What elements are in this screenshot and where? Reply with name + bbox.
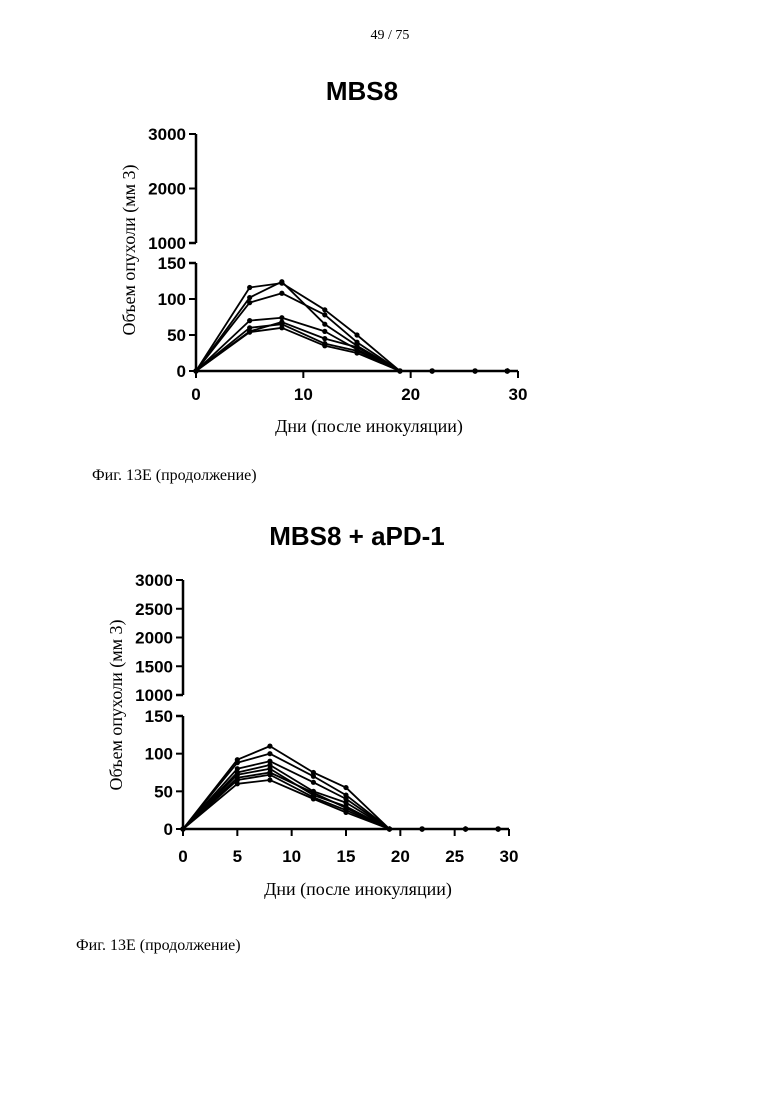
chart-0-y-tick-label: 100 bbox=[158, 290, 186, 309]
chart-1-data-point bbox=[387, 826, 392, 831]
chart-1-data-point bbox=[311, 780, 316, 785]
chart-1-x-tick-label: 10 bbox=[282, 847, 301, 866]
page-number: 49 / 75 bbox=[0, 28, 780, 44]
figure-caption-2: Фиг. 13Е (продолжение) bbox=[76, 937, 241, 955]
chart-0-title: MBS8 bbox=[326, 76, 398, 106]
chart-1-title: MBS8 + aPD-1 bbox=[269, 521, 445, 551]
chart-0-y-tick-label: 2000 bbox=[148, 180, 186, 199]
chart-1-data-point bbox=[496, 826, 501, 831]
chart-1-data-point bbox=[267, 744, 272, 749]
chart-1-y-axis-label: Объем опухоли (мм 3) bbox=[106, 620, 127, 791]
chart-0-data-point bbox=[279, 322, 284, 327]
chart-0-y-tick-label: 0 bbox=[177, 362, 186, 381]
chart-0-data-point bbox=[354, 348, 359, 353]
chart-0-x-tick-label: 30 bbox=[509, 385, 528, 404]
chart-1-x-tick-label: 20 bbox=[391, 847, 410, 866]
chart-1-y-tick-label: 2000 bbox=[135, 629, 173, 648]
chart-mbs8: MBS8 0 50 100 1501000 2000 3000 0 10 20 30 Дни (пос… bbox=[0, 60, 780, 470]
chart-0-y-tick-label: 150 bbox=[158, 254, 186, 273]
chart-1-y-tick-label: 2500 bbox=[135, 600, 173, 619]
chart-0-data-point bbox=[193, 368, 198, 373]
chart-1-series-line-2 bbox=[183, 754, 498, 829]
chart-0-data-point bbox=[397, 368, 402, 373]
chart-1-y-tick-label: 3000 bbox=[135, 571, 173, 590]
chart-0-y-axis-label: Объем опухоли (мм 3) bbox=[119, 165, 140, 336]
chart-1-data-point bbox=[235, 781, 240, 786]
chart-0-data-point bbox=[279, 291, 284, 296]
chart-1-data-point bbox=[311, 774, 316, 779]
chart-0-series-line-3 bbox=[196, 293, 507, 371]
chart-0-data-point bbox=[322, 312, 327, 317]
chart-0-data-point bbox=[322, 307, 327, 312]
chart-0-data-point bbox=[505, 368, 510, 373]
chart-0-y-tick-label: 1000 bbox=[148, 234, 186, 253]
chart-1-data-point bbox=[311, 796, 316, 801]
chart-0-data-point bbox=[247, 325, 252, 330]
chart-0-x-tick-label: 0 bbox=[191, 385, 200, 404]
chart-1-data-point bbox=[235, 760, 240, 765]
chart-1-data-point bbox=[463, 826, 468, 831]
chart-0-data-point bbox=[354, 340, 359, 345]
chart-1-data-point bbox=[419, 826, 424, 831]
chart-1-data-point bbox=[180, 826, 185, 831]
chart-1-x-tick-label: 25 bbox=[445, 847, 464, 866]
chart-mbs8-apd1: MBS8 + aPD-10501001501000150020002500300… bbox=[0, 505, 780, 925]
chart-0-y-tick-label: 50 bbox=[167, 326, 186, 345]
chart-0-data-point bbox=[354, 332, 359, 337]
chart-0-data-point bbox=[322, 341, 327, 346]
chart-1-y-tick-label: 1000 bbox=[135, 686, 173, 705]
chart-0-data-point bbox=[279, 279, 284, 284]
figure-caption-1: Фиг. 13Е (продолжение) bbox=[92, 467, 257, 485]
chart-1-data-point bbox=[311, 790, 316, 795]
chart-0-data-point bbox=[430, 368, 435, 373]
chart-0-data-point bbox=[322, 322, 327, 327]
chart-0-data-point bbox=[322, 336, 327, 341]
chart-0-x-axis-label: Дни (после инокуляции) bbox=[275, 416, 463, 437]
chart-0-x-tick-label: 20 bbox=[401, 385, 420, 404]
chart-0-y-tick-label: 3000 bbox=[148, 125, 186, 144]
chart-0-data-point bbox=[322, 329, 327, 334]
chart-1-x-tick-label: 15 bbox=[337, 847, 356, 866]
chart-1-x-axis-label: Дни (после инокуляции) bbox=[264, 879, 452, 900]
chart-1-y-tick-label: 100 bbox=[145, 745, 173, 764]
chart-1-y-tick-label: 150 bbox=[145, 707, 173, 726]
chart-1-data-point bbox=[343, 785, 348, 790]
chart-1-y-tick-label: 0 bbox=[164, 820, 173, 839]
chart-1-data-point bbox=[267, 772, 272, 777]
chart-1-y-tick-label: 1500 bbox=[135, 657, 173, 676]
chart-1-data-point bbox=[267, 751, 272, 756]
chart-0-data-point bbox=[247, 300, 252, 305]
chart-1-y-tick-label: 50 bbox=[154, 782, 173, 801]
chart-0-data-point bbox=[247, 285, 252, 290]
chart-0-data-point bbox=[247, 318, 252, 323]
chart-1-x-tick-label: 5 bbox=[233, 847, 242, 866]
chart-1-x-tick-label: 30 bbox=[500, 847, 519, 866]
chart-0-series-line-5 bbox=[196, 322, 507, 371]
chart-1-data-point bbox=[343, 810, 348, 815]
chart-0-data-point bbox=[472, 368, 477, 373]
chart-0-x-tick-label: 10 bbox=[294, 385, 313, 404]
chart-1-x-tick-label: 0 bbox=[178, 847, 187, 866]
chart-0-series-line-4 bbox=[196, 318, 507, 371]
chart-1-data-point bbox=[267, 777, 272, 782]
chart-0-data-point bbox=[247, 295, 252, 300]
